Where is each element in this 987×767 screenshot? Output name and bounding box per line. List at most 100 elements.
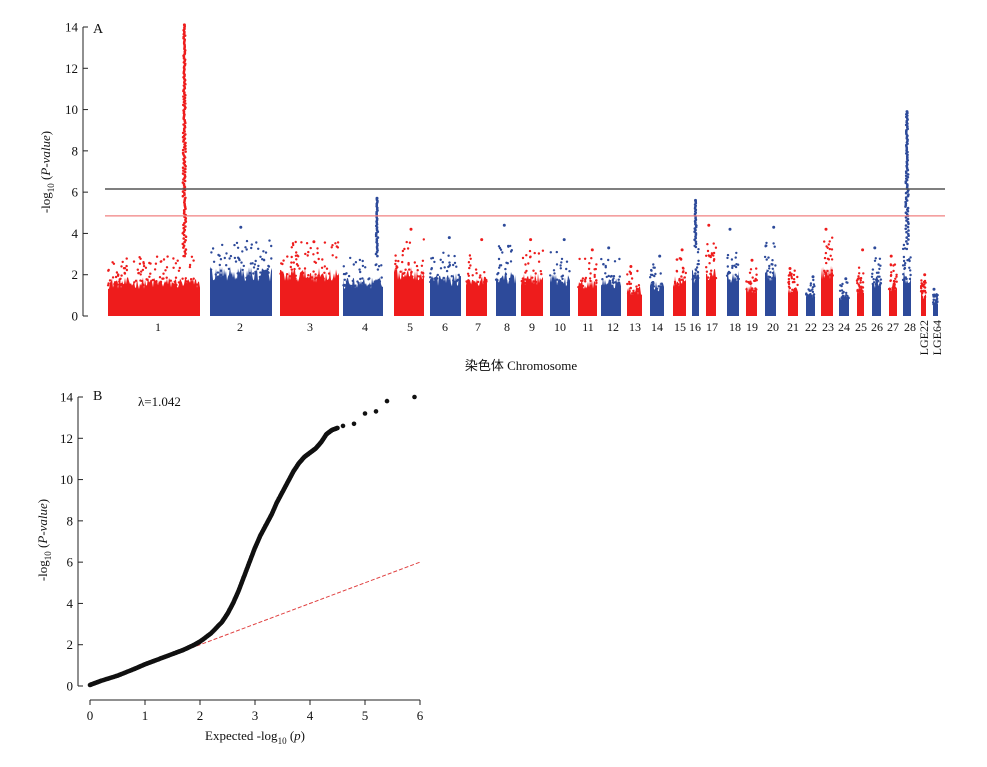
snp-point xyxy=(361,281,365,285)
snp-point xyxy=(653,274,656,278)
snp-point xyxy=(223,256,226,260)
chromosome-label: 12 xyxy=(607,320,619,334)
snp-point xyxy=(408,268,411,271)
snp-point xyxy=(774,264,777,267)
snp-point xyxy=(255,241,258,244)
snp-point xyxy=(636,269,639,273)
snp-point xyxy=(182,123,185,126)
snp-point xyxy=(331,244,334,247)
chromosome-14-points xyxy=(649,254,664,316)
snp-point xyxy=(347,274,351,278)
chromosome-label: 24 xyxy=(838,320,850,334)
snp-point xyxy=(921,296,924,299)
snp-point xyxy=(792,278,796,281)
chromosome-label: 10 xyxy=(554,320,566,334)
snp-point xyxy=(601,284,604,287)
snp-point xyxy=(907,232,910,236)
snp-point xyxy=(247,274,250,278)
snp-point xyxy=(660,282,663,285)
snp-point xyxy=(565,260,569,263)
snp-point xyxy=(857,275,860,278)
snp-point xyxy=(637,290,640,293)
snp-point xyxy=(358,268,361,271)
snp-point xyxy=(234,260,238,263)
peak-point xyxy=(788,267,792,270)
snp-point xyxy=(420,264,424,267)
chromosome-20-points xyxy=(763,225,777,316)
snp-point xyxy=(173,280,176,283)
snp-point xyxy=(509,244,512,248)
snp-point xyxy=(876,280,879,284)
chromosome-11-points xyxy=(577,248,598,316)
snp-point xyxy=(805,292,808,295)
chromosome-label: 25 xyxy=(855,320,867,334)
snp-point xyxy=(498,266,501,269)
chromosome-19-points xyxy=(745,258,758,316)
snp-point xyxy=(680,275,683,278)
snp-point xyxy=(859,281,862,284)
snp-point xyxy=(443,266,446,269)
snp-point xyxy=(188,265,192,269)
chromosome-24-points xyxy=(838,277,850,316)
snp-point xyxy=(749,268,753,271)
snp-point xyxy=(541,249,545,252)
snp-point xyxy=(320,266,324,269)
snp-point xyxy=(657,285,660,288)
snp-point xyxy=(872,281,876,284)
snp-point xyxy=(153,268,157,271)
snp-point xyxy=(450,275,453,278)
chromosome-4-points xyxy=(342,196,383,316)
snp-point xyxy=(222,275,225,279)
snp-point xyxy=(192,277,195,280)
snp-point xyxy=(878,267,881,271)
peak-point xyxy=(658,254,662,258)
snp-point xyxy=(694,245,698,249)
snp-point xyxy=(676,258,679,261)
snp-point xyxy=(510,274,514,277)
snp-point xyxy=(292,261,295,264)
snp-point xyxy=(888,287,891,291)
reference-line xyxy=(89,561,421,687)
snp-point xyxy=(138,262,142,265)
y-tick-label: 12 xyxy=(65,61,78,76)
snp-point xyxy=(579,284,582,287)
chromosome-27-points xyxy=(887,254,898,316)
snp-point xyxy=(906,220,910,224)
y-ticks: 0 2 4 6 8 10 12 14 xyxy=(65,20,88,324)
chromosome-label: 4 xyxy=(362,320,368,334)
chromosome-2-points xyxy=(209,225,273,316)
snp-point xyxy=(406,247,410,250)
manhattan-points xyxy=(106,23,939,316)
snp-point xyxy=(845,297,848,300)
snp-point xyxy=(225,252,228,255)
snp-point xyxy=(612,281,615,285)
snp-point xyxy=(826,269,829,273)
snp-point xyxy=(539,270,542,273)
snp-point xyxy=(189,278,193,281)
density-band xyxy=(521,273,543,316)
density-band xyxy=(210,266,272,316)
snp-point xyxy=(111,276,115,279)
snp-point xyxy=(730,258,734,261)
snp-point xyxy=(906,242,909,246)
snp-point xyxy=(524,278,527,281)
snp-point xyxy=(895,280,898,283)
peak-point xyxy=(694,198,697,202)
snp-point xyxy=(845,281,848,284)
y-tick-label: 2 xyxy=(67,637,74,652)
snp-point xyxy=(905,236,908,239)
snp-point xyxy=(261,275,264,278)
x-tick-label: 4 xyxy=(307,708,314,723)
snp-point xyxy=(581,284,585,288)
snp-point xyxy=(181,181,185,184)
snp-point xyxy=(890,271,893,274)
snp-point xyxy=(706,249,710,253)
snp-point xyxy=(351,279,354,283)
snp-point xyxy=(293,267,296,271)
snp-point xyxy=(466,280,469,284)
snp-point xyxy=(262,258,266,261)
snp-point xyxy=(334,242,337,245)
snp-point xyxy=(295,263,299,266)
snp-point xyxy=(809,293,812,296)
